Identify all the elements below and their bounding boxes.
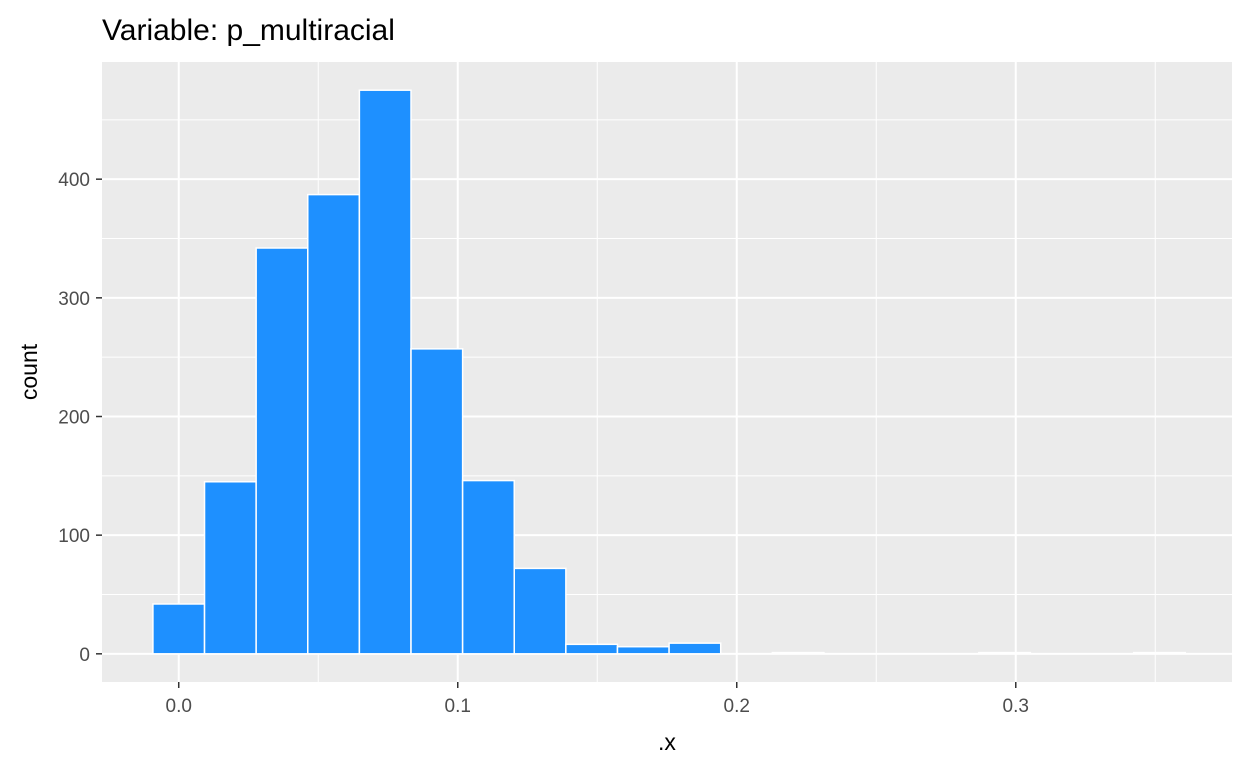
minor-gridlines bbox=[102, 62, 1232, 682]
histogram-bar bbox=[307, 193, 361, 655]
x-tick-label: 0.2 bbox=[724, 696, 750, 717]
y-axis-ticks: 0 100 200 300 400 bbox=[58, 170, 102, 666]
y-tick-label: 0 bbox=[79, 645, 90, 666]
x-tick-label: 0.0 bbox=[166, 696, 192, 717]
y-axis-title: count bbox=[16, 343, 42, 400]
histogram-bar bbox=[358, 89, 412, 655]
x-tick-label: 0.1 bbox=[445, 696, 471, 717]
chart-title: Variable: p_multiracial bbox=[102, 14, 395, 47]
histogram-bar bbox=[771, 651, 825, 655]
histogram-bar bbox=[565, 643, 619, 655]
histogram-bar bbox=[978, 651, 1032, 655]
histogram-bar bbox=[152, 603, 206, 655]
y-tick-label: 200 bbox=[58, 407, 90, 428]
histogram-bar bbox=[255, 247, 309, 655]
histogram-bars bbox=[152, 89, 1187, 655]
histogram-bar bbox=[410, 348, 464, 655]
x-tick-label: 0.3 bbox=[1003, 696, 1029, 717]
histogram-bar bbox=[203, 481, 257, 655]
y-tick-label: 100 bbox=[58, 526, 90, 547]
histogram-bar bbox=[1132, 651, 1187, 655]
histogram-bar bbox=[461, 479, 515, 655]
histogram-bar bbox=[616, 645, 670, 655]
y-tick-label: 300 bbox=[58, 289, 90, 310]
histogram-bar bbox=[668, 642, 722, 655]
histogram-bar bbox=[513, 567, 567, 655]
x-axis-ticks: 0.0 0.1 0.2 0.3 bbox=[166, 682, 1029, 717]
x-axis-title: .x bbox=[658, 729, 676, 755]
y-tick-label: 400 bbox=[58, 170, 90, 191]
